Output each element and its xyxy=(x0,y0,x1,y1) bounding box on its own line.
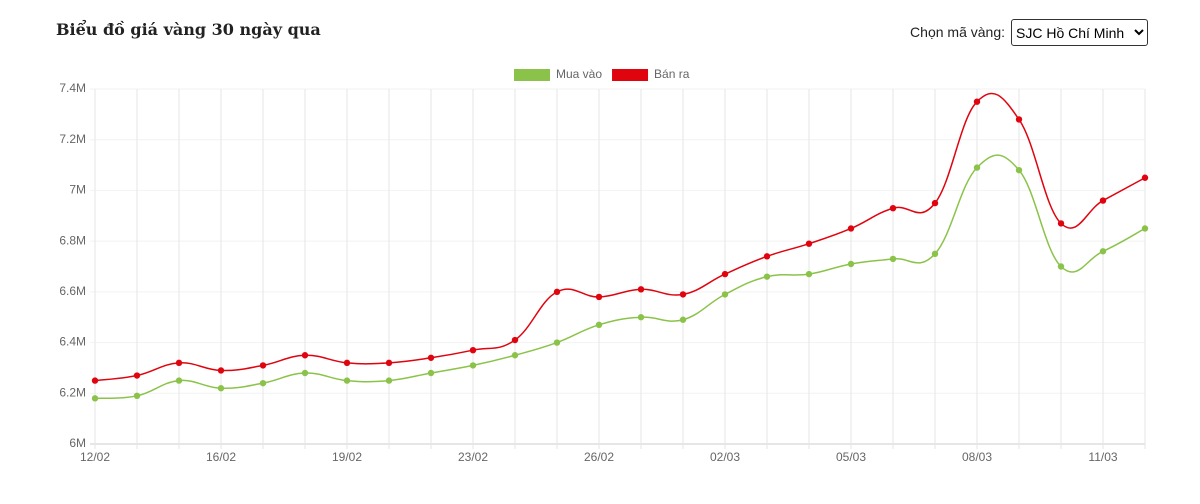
data-point xyxy=(931,250,939,258)
x-tick-label: 23/02 xyxy=(458,450,488,464)
data-point xyxy=(469,362,477,369)
data-point xyxy=(595,321,603,329)
data-point xyxy=(1099,248,1107,255)
x-tick-label: 02/03 xyxy=(710,450,740,464)
y-tick-label: 6.6M xyxy=(59,284,86,298)
data-point xyxy=(847,260,855,268)
y-tick-label: 7M xyxy=(69,183,86,197)
data-point xyxy=(805,270,813,278)
data-point xyxy=(553,288,561,296)
y-tick-label: 7.2M xyxy=(59,132,86,146)
data-point xyxy=(721,291,729,298)
data-point xyxy=(973,164,981,171)
data-point xyxy=(1015,116,1023,123)
data-point xyxy=(175,359,183,367)
x-tick-label: 16/02 xyxy=(206,450,236,464)
data-point xyxy=(511,336,519,344)
data-point xyxy=(427,354,435,361)
data-point xyxy=(217,385,225,392)
y-tick-label: 7.4M xyxy=(59,81,86,95)
data-point xyxy=(679,316,687,323)
page-title: Biểu đồ giá vàng 30 ngày qua xyxy=(56,20,321,39)
data-point xyxy=(553,339,561,346)
data-point xyxy=(385,359,393,367)
data-point xyxy=(763,253,771,260)
data-point xyxy=(385,377,393,384)
data-point xyxy=(427,369,435,377)
data-point xyxy=(889,204,897,212)
legend-label: Mua vào xyxy=(556,67,602,81)
data-point xyxy=(931,199,939,207)
legend-swatch xyxy=(514,69,550,81)
y-tick-label: 6.8M xyxy=(59,233,86,247)
legend-label: Bán ra xyxy=(654,67,690,81)
y-tick-label: 6.4M xyxy=(59,335,86,349)
legend-swatch xyxy=(612,69,649,81)
data-point xyxy=(343,359,351,367)
data-point xyxy=(1141,174,1149,181)
data-point xyxy=(217,367,225,374)
data-point xyxy=(259,379,267,387)
data-point xyxy=(469,346,477,354)
data-point xyxy=(133,392,141,400)
x-tick-label: 05/03 xyxy=(836,450,866,464)
data-point xyxy=(679,291,687,298)
data-point xyxy=(1141,225,1149,232)
data-point xyxy=(1099,197,1107,204)
data-point xyxy=(637,286,645,293)
data-point xyxy=(1057,220,1065,227)
x-tick-label: 19/02 xyxy=(332,450,362,464)
data-point xyxy=(847,225,855,232)
data-point xyxy=(133,372,141,379)
y-tick-label: 6.2M xyxy=(59,385,86,399)
data-point xyxy=(637,314,645,321)
data-point xyxy=(511,352,519,359)
data-point xyxy=(91,377,99,384)
data-point xyxy=(721,270,729,278)
data-point xyxy=(1015,166,1023,174)
data-point xyxy=(889,255,897,263)
data-point xyxy=(805,240,813,247)
y-tick-label: 6M xyxy=(69,436,86,450)
x-tick-label: 11/03 xyxy=(1088,450,1117,464)
data-point xyxy=(1057,263,1065,270)
data-point xyxy=(91,395,99,402)
data-point xyxy=(175,377,183,384)
x-tick-label: 26/02 xyxy=(584,450,614,464)
data-point xyxy=(343,377,351,384)
x-tick-label: 08/03 xyxy=(962,450,992,464)
data-point xyxy=(259,362,267,369)
series-line xyxy=(94,92,1146,382)
data-point xyxy=(301,369,309,377)
x-tick-label: 12/02 xyxy=(80,450,110,464)
data-point xyxy=(973,98,981,105)
series-line xyxy=(94,154,1146,400)
gold-select[interactable]: SJC Hồ Chí Minh xyxy=(1011,19,1148,46)
data-point xyxy=(763,273,771,280)
select-label: Chọn mã vàng: xyxy=(910,24,1005,40)
data-point xyxy=(301,352,309,359)
data-point xyxy=(595,293,603,301)
